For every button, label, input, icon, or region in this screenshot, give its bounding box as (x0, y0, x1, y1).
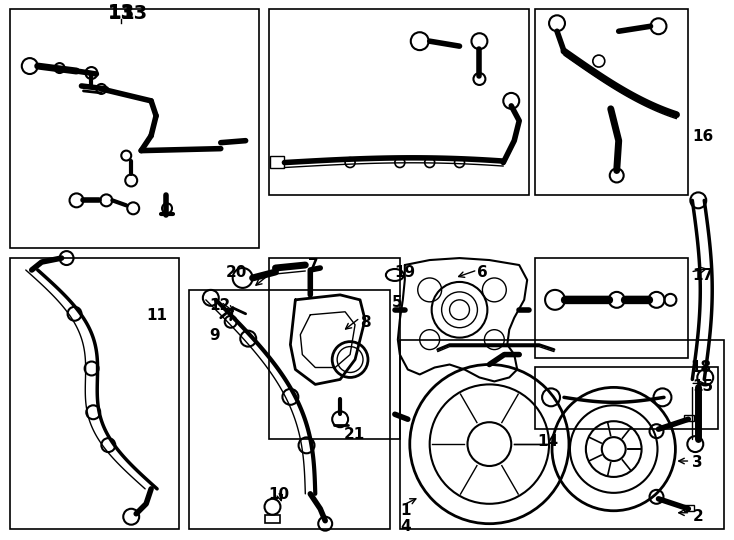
Bar (400, 340, 724, 529)
Bar (535, 9, 688, 195)
Text: 14: 14 (537, 434, 559, 449)
Text: 6: 6 (477, 265, 488, 280)
Text: 9: 9 (208, 328, 219, 343)
Text: 13: 13 (108, 4, 135, 23)
Bar (10, 258, 179, 529)
Text: 20: 20 (226, 265, 247, 280)
Bar (264, 515, 280, 523)
Bar (269, 258, 400, 439)
Bar (535, 258, 688, 357)
Text: 5: 5 (392, 295, 402, 310)
Text: 7: 7 (308, 258, 319, 273)
Text: 2: 2 (692, 509, 703, 524)
Text: 17: 17 (692, 268, 713, 283)
Text: 3: 3 (692, 455, 703, 470)
Text: 11: 11 (146, 308, 167, 323)
Text: 13: 13 (121, 4, 148, 23)
Text: 13: 13 (108, 3, 135, 22)
Bar (271, 156, 285, 167)
Bar (684, 505, 694, 511)
Bar (269, 9, 529, 195)
Text: 10: 10 (269, 487, 290, 502)
Text: 19: 19 (394, 265, 415, 280)
Text: 1: 1 (400, 503, 410, 518)
Bar (684, 415, 694, 421)
Text: 8: 8 (360, 315, 371, 330)
Text: 18: 18 (691, 360, 711, 375)
Text: 15: 15 (692, 380, 713, 394)
Text: 12: 12 (208, 298, 230, 313)
Bar (10, 9, 258, 248)
Text: 21: 21 (344, 427, 366, 442)
Bar (535, 368, 718, 429)
Bar (189, 290, 390, 529)
Text: 16: 16 (692, 129, 713, 144)
Text: 4: 4 (400, 519, 410, 534)
